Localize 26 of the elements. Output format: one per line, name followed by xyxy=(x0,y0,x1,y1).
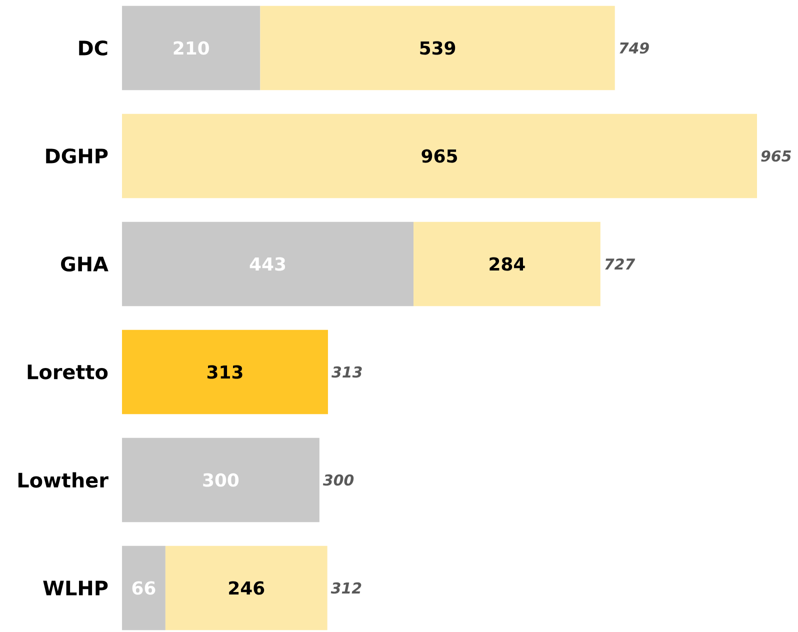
bar xyxy=(165,546,328,630)
data-label: 284 xyxy=(490,257,525,271)
y-tick-label: GHA xyxy=(61,256,108,272)
data-label: 246 xyxy=(229,581,264,595)
bar xyxy=(122,6,260,90)
bar xyxy=(122,546,166,630)
y-tick-label: DGHP xyxy=(46,148,108,164)
data-label: 539 xyxy=(420,41,456,55)
bar xyxy=(414,222,600,306)
bar xyxy=(260,6,615,90)
data-label: 313 xyxy=(207,365,242,379)
total-label: 965 xyxy=(761,150,791,162)
total-label: 313 xyxy=(331,366,362,378)
bar xyxy=(122,114,758,198)
y-tick-label: DC xyxy=(79,40,108,56)
y-tick-label: Lowther xyxy=(18,472,108,488)
y-tick-label: WLHP xyxy=(43,580,108,596)
y-tick-label: Loretto xyxy=(28,364,108,380)
bar xyxy=(122,438,320,522)
bar xyxy=(122,330,328,414)
total-label: 312 xyxy=(330,582,362,594)
total-label: 727 xyxy=(605,258,636,270)
data-label: 965 xyxy=(422,149,457,163)
total-label: 300 xyxy=(322,474,354,486)
bar xyxy=(122,222,414,306)
total-label: 749 xyxy=(620,42,649,54)
